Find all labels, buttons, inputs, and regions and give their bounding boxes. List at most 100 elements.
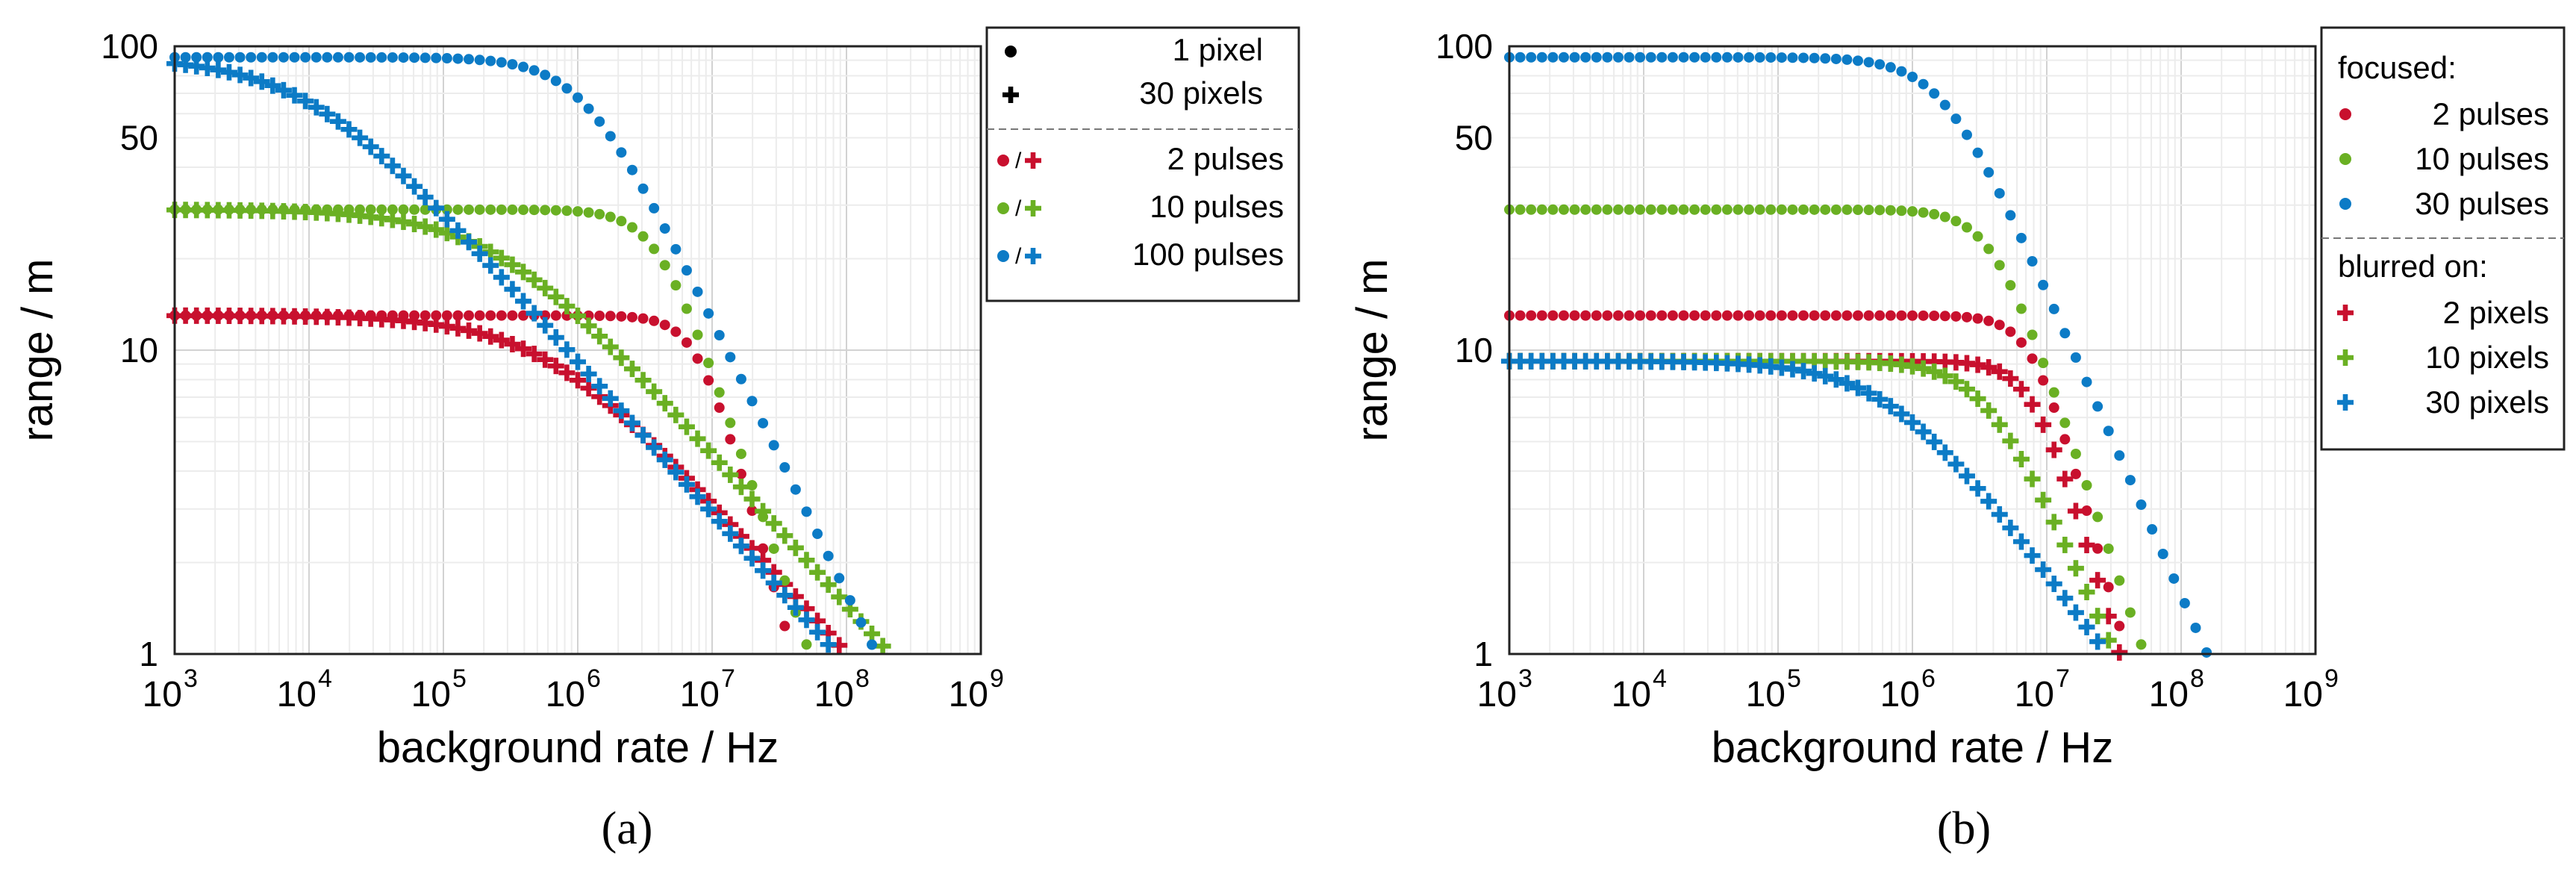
data-point	[834, 573, 845, 584]
data-point	[1591, 310, 1602, 321]
data-point	[573, 206, 583, 217]
data-point	[2015, 303, 2027, 314]
data-point	[2035, 416, 2052, 433]
data-point	[1972, 231, 1983, 242]
data-point	[2070, 352, 2081, 363]
x-tick-label: 10 7	[2015, 664, 2070, 714]
data-point	[289, 52, 300, 63]
legend-marker	[1025, 248, 1041, 264]
data-point	[2005, 280, 2016, 291]
data-point	[420, 204, 431, 215]
data-point	[1853, 55, 1864, 66]
x-tick-exponent: 6	[1921, 664, 1936, 693]
data-point	[2027, 256, 2038, 267]
data-point	[449, 222, 467, 239]
data-point	[507, 310, 518, 321]
y-tick-label: 50	[120, 119, 158, 158]
legend-marker	[997, 155, 1009, 166]
data-point	[594, 116, 605, 127]
data-point	[1874, 205, 1886, 216]
data-point	[441, 204, 452, 215]
data-point	[1972, 147, 1983, 158]
data-point	[758, 543, 769, 554]
data-point	[1787, 52, 1798, 63]
data-point	[1536, 204, 1547, 215]
data-point	[602, 338, 619, 355]
data-point	[649, 243, 660, 255]
data-point	[1830, 310, 1841, 321]
legend-marker	[1002, 87, 1019, 103]
series-a-5	[166, 55, 837, 653]
data-point	[776, 527, 793, 544]
data-point	[711, 454, 728, 471]
data-point	[319, 105, 336, 122]
data-point	[2078, 537, 2095, 554]
x-tick-base: 10	[680, 675, 720, 714]
data-point	[1624, 310, 1635, 321]
data-point	[1841, 204, 1853, 215]
data-point	[583, 103, 594, 114]
data-point	[311, 52, 322, 63]
data-point	[2056, 470, 2074, 488]
data-point	[231, 66, 249, 84]
data-point	[2056, 536, 2074, 553]
data-point	[722, 466, 739, 483]
data-point	[1969, 480, 1986, 497]
data-point	[1547, 52, 1559, 63]
data-point	[1980, 493, 1998, 510]
data-point	[2059, 417, 2071, 429]
data-point	[2081, 376, 2092, 387]
data-point	[550, 205, 561, 216]
data-point	[2038, 279, 2049, 290]
data-point	[1711, 52, 1722, 63]
data-point	[1776, 52, 1787, 63]
data-point	[1689, 52, 1700, 63]
data-point	[355, 52, 366, 63]
data-point	[1893, 405, 1910, 423]
data-point	[482, 257, 499, 274]
data-point	[1936, 444, 1953, 461]
data-point	[1860, 384, 1877, 402]
data-point	[558, 298, 576, 315]
x-tick-base: 10	[1880, 675, 1920, 714]
data-point	[670, 243, 682, 255]
data-point	[1820, 204, 1831, 215]
data-point	[550, 310, 561, 321]
y-axis-label: range / m	[13, 259, 62, 442]
data-point	[1983, 315, 1995, 326]
data-point	[570, 372, 586, 389]
data-point	[2103, 582, 2114, 593]
data-point	[518, 310, 529, 321]
data-point	[646, 439, 663, 456]
data-point	[518, 61, 529, 72]
data-point	[787, 599, 804, 616]
data-point	[2005, 210, 2016, 221]
data-point	[1958, 467, 1975, 485]
data-point	[1939, 99, 1950, 110]
data-point	[1721, 310, 1733, 321]
legend-marker	[2337, 394, 2354, 411]
data-point	[2136, 499, 2147, 511]
data-point	[1667, 204, 1678, 215]
data-point	[613, 349, 630, 367]
data-point	[300, 52, 311, 63]
data-point	[2015, 337, 2027, 348]
data-point	[1863, 205, 1874, 216]
data-point	[420, 52, 431, 63]
data-point	[2124, 607, 2136, 618]
data-point	[602, 390, 619, 407]
legend-slash: /	[1015, 196, 1022, 221]
data-point	[779, 575, 790, 586]
data-point	[2038, 375, 2049, 386]
data-point	[1569, 310, 1580, 321]
data-point	[1536, 310, 1547, 321]
data-point	[2179, 597, 2190, 608]
data-point	[1733, 204, 1744, 215]
data-point	[864, 625, 881, 642]
data-point	[591, 378, 608, 395]
data-point	[2038, 358, 2049, 369]
data-point	[558, 341, 576, 358]
data-point	[634, 372, 652, 389]
data-point	[1558, 52, 1569, 63]
